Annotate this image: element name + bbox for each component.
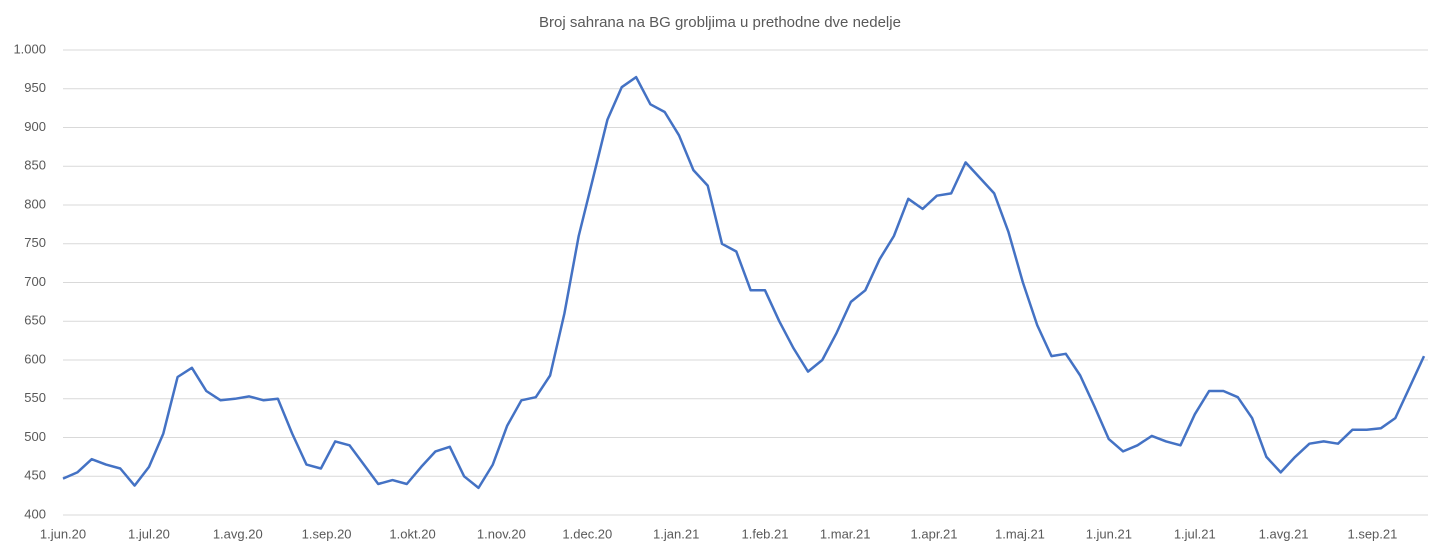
y-tick-label: 850: [24, 158, 46, 173]
y-tick-label: 550: [24, 390, 46, 405]
y-tick-label: 700: [24, 274, 46, 289]
x-tick-label: 1.jan.21: [653, 526, 699, 541]
x-tick-label: 1.mar.21: [820, 526, 871, 541]
y-tick-label: 750: [24, 235, 46, 250]
x-tick-label: 1.jul.21: [1174, 526, 1216, 541]
y-tick-label: 450: [24, 468, 46, 483]
data-line: [62, 75, 1426, 490]
x-tick-label: 1.jun.20: [40, 526, 86, 541]
x-tick-label: 1.okt.20: [389, 526, 435, 541]
x-tick-label: 1.maj.21: [995, 526, 1045, 541]
x-tick-label: 1.jul.20: [128, 526, 170, 541]
chart-title: Broj sahrana na BG grobljima u prethodne…: [539, 14, 901, 31]
y-tick-label: 650: [24, 313, 46, 328]
y-tick-label: 600: [24, 351, 46, 366]
x-tick-label: 1.sep.21: [1347, 526, 1397, 541]
x-tick-label: 1.apr.21: [911, 526, 958, 541]
y-tick-label: 900: [24, 119, 46, 134]
x-tick-label: 1.avg.20: [213, 526, 263, 541]
y-tick-label: 400: [24, 506, 46, 521]
y-tick-label: 800: [24, 196, 46, 211]
x-tick-label: 1.avg.21: [1259, 526, 1309, 541]
y-tick-label: 950: [24, 80, 46, 95]
x-tick-label: 1.jun.21: [1086, 526, 1132, 541]
y-tick-label: 500: [24, 429, 46, 444]
y-tick-label: 1.000: [13, 41, 46, 56]
x-tick-label: 1.sep.20: [302, 526, 352, 541]
x-tick-label: 1.nov.20: [477, 526, 526, 541]
x-tick-label: 1.dec.20: [562, 526, 612, 541]
x-tick-label: 1.feb.21: [741, 526, 788, 541]
